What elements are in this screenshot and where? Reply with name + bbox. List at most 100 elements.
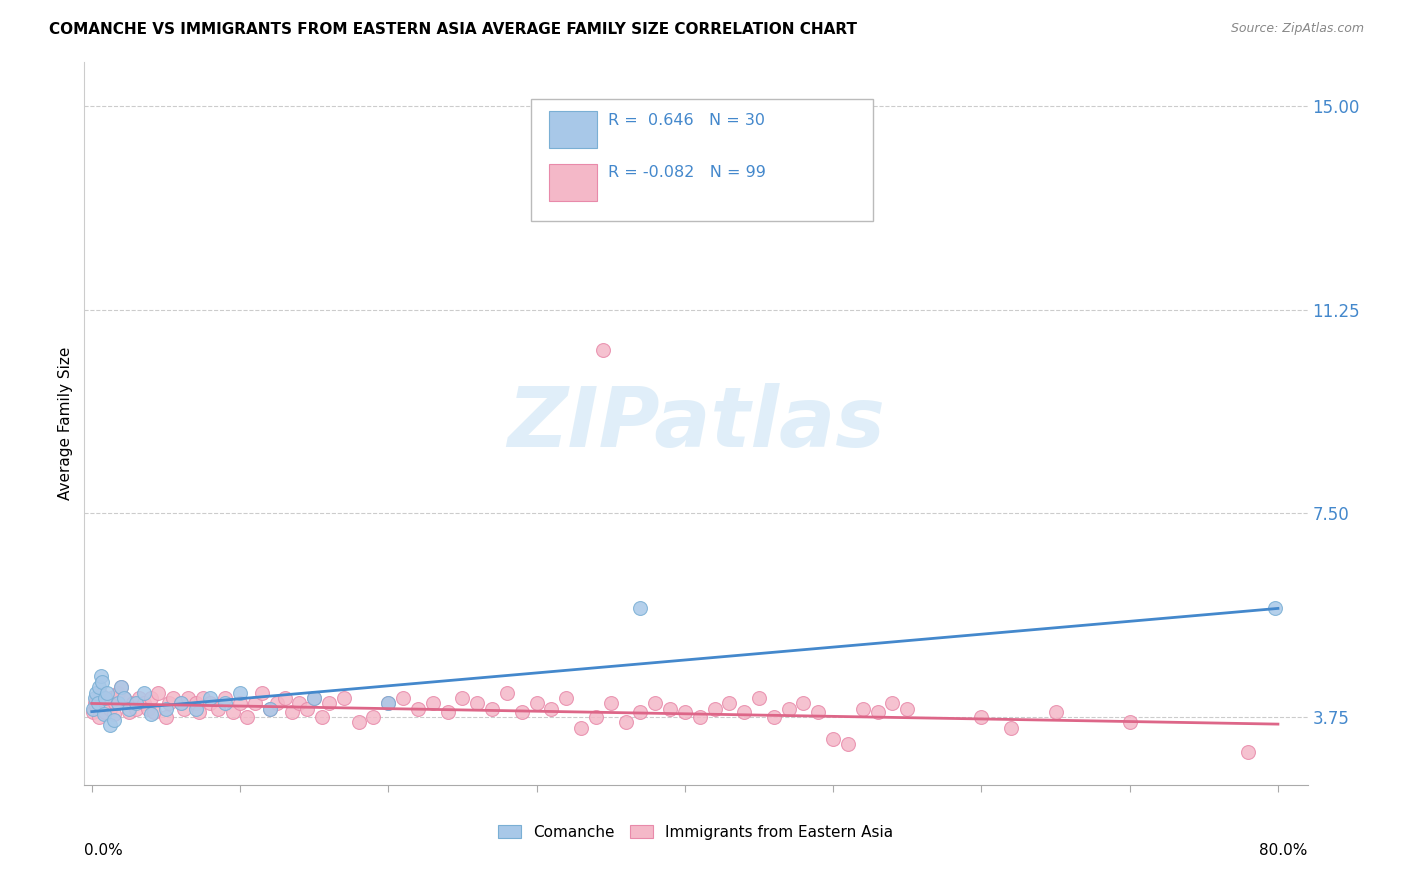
Point <box>128 691 150 706</box>
Point <box>392 691 415 706</box>
Point <box>90 669 112 683</box>
Point <box>807 705 830 719</box>
Text: 0.0%: 0.0% <box>84 843 124 858</box>
Text: COMANCHE VS IMMIGRANTS FROM EASTERN ASIA AVERAGE FAMILY SIZE CORRELATION CHART: COMANCHE VS IMMIGRANTS FROM EASTERN ASIA… <box>49 22 858 37</box>
Point <box>555 691 578 706</box>
Point <box>118 705 141 719</box>
Point <box>259 702 281 716</box>
Point <box>569 721 592 735</box>
Point <box>592 343 614 358</box>
Point <box>1118 715 1140 730</box>
Point <box>465 697 488 711</box>
Point <box>970 710 993 724</box>
Point <box>118 702 141 716</box>
Point <box>673 705 696 719</box>
Point <box>866 705 889 719</box>
Point <box>82 705 104 719</box>
Point <box>229 697 252 711</box>
Point <box>659 702 682 716</box>
Point <box>273 691 295 706</box>
Point <box>90 689 112 703</box>
Point <box>110 680 132 694</box>
Point <box>318 697 340 711</box>
Point <box>302 691 325 706</box>
Point <box>436 705 458 719</box>
Point <box>540 702 562 716</box>
Point <box>100 691 122 706</box>
Point <box>91 697 114 711</box>
Point <box>243 697 266 711</box>
Point <box>406 702 429 716</box>
Point <box>162 691 184 706</box>
FancyBboxPatch shape <box>531 99 873 221</box>
Point <box>266 697 288 711</box>
Point <box>148 685 170 699</box>
Point <box>107 697 129 711</box>
Point <box>207 702 229 716</box>
Point <box>281 705 304 719</box>
Point <box>311 710 333 724</box>
Point <box>125 702 148 716</box>
Point <box>187 705 209 719</box>
Point <box>1264 601 1286 615</box>
Point <box>84 685 107 699</box>
Point <box>221 705 243 719</box>
Point <box>191 691 214 706</box>
Point <box>510 705 533 719</box>
Point <box>143 705 166 719</box>
Point <box>703 702 725 716</box>
Point <box>333 691 356 706</box>
Text: R = -0.082   N = 99: R = -0.082 N = 99 <box>607 166 766 180</box>
Point <box>733 705 755 719</box>
Point <box>86 691 108 706</box>
Point <box>110 680 132 694</box>
Point <box>98 702 121 716</box>
Point <box>132 697 155 711</box>
Point <box>295 702 318 716</box>
Point <box>377 697 399 711</box>
Point <box>112 691 135 706</box>
Point <box>1045 705 1067 719</box>
Point <box>422 697 444 711</box>
Point <box>155 702 177 716</box>
Point <box>628 601 651 615</box>
Point <box>122 697 145 711</box>
Point <box>82 702 104 716</box>
Point <box>132 685 155 699</box>
Text: ZIPatlas: ZIPatlas <box>508 384 884 464</box>
Point <box>599 697 621 711</box>
Point <box>96 685 118 699</box>
Point <box>98 718 121 732</box>
Point <box>139 707 162 722</box>
Point <box>852 702 875 716</box>
Point <box>157 697 180 711</box>
Point <box>96 697 118 711</box>
Point <box>83 691 105 706</box>
Point <box>614 715 637 730</box>
Text: 80.0%: 80.0% <box>1260 843 1308 858</box>
Point <box>136 702 159 716</box>
Point <box>107 685 129 699</box>
Point <box>792 697 814 711</box>
Point <box>451 691 474 706</box>
Point <box>762 710 785 724</box>
Point <box>94 705 117 719</box>
Point <box>302 691 325 706</box>
Point <box>91 674 114 689</box>
Point <box>214 691 236 706</box>
Point <box>689 710 711 724</box>
Point <box>200 697 222 711</box>
Text: Source: ZipAtlas.com: Source: ZipAtlas.com <box>1230 22 1364 36</box>
Point <box>177 691 200 706</box>
Point <box>112 691 135 706</box>
Legend: Comanche, Immigrants from Eastern Asia: Comanche, Immigrants from Eastern Asia <box>492 819 900 846</box>
Point <box>86 697 108 711</box>
Point <box>84 699 107 714</box>
Point <box>139 691 162 706</box>
Point <box>200 691 222 706</box>
Point <box>823 731 845 746</box>
Point <box>184 697 207 711</box>
Point <box>89 710 111 724</box>
Point <box>259 702 281 716</box>
Point <box>236 710 259 724</box>
